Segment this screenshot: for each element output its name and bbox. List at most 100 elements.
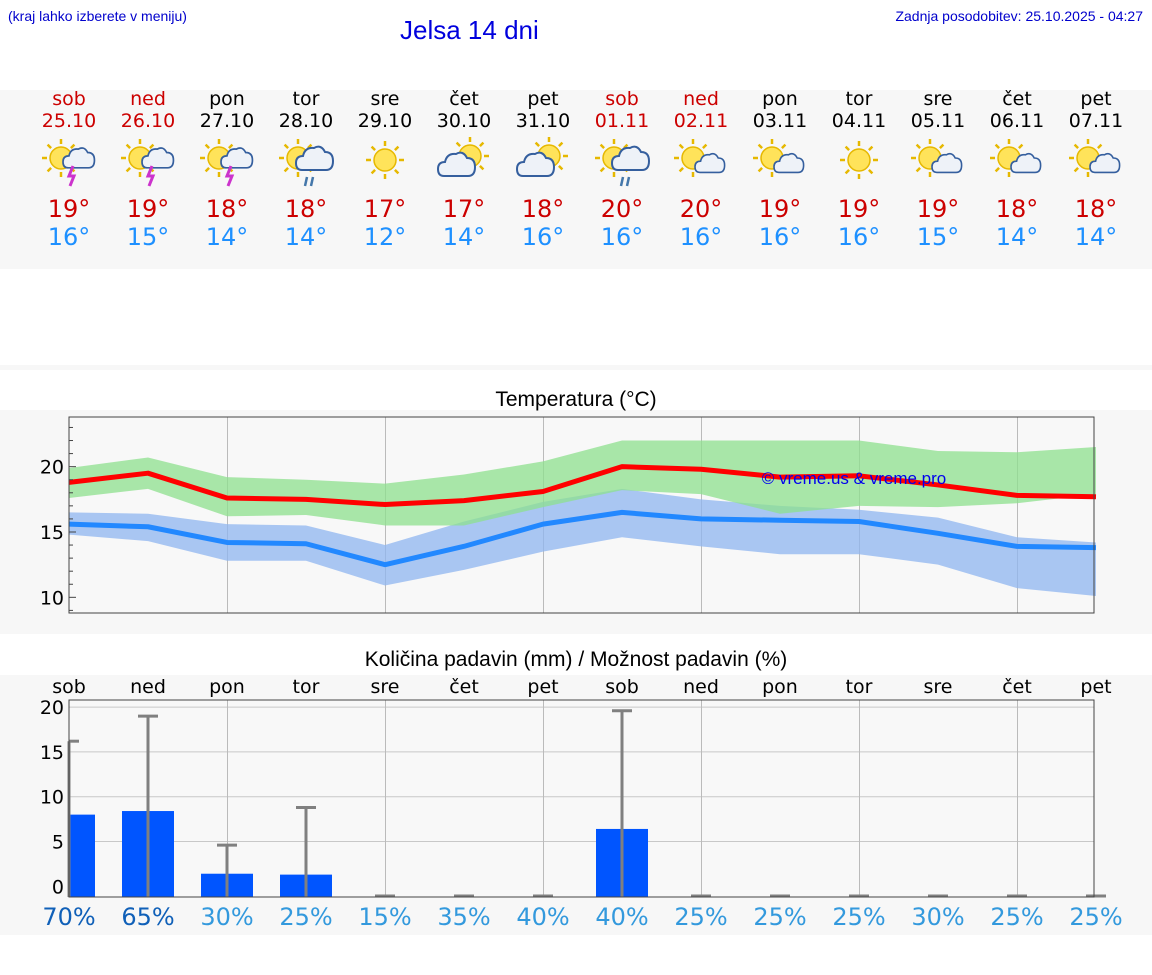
day-date: 01.11: [594, 110, 650, 132]
day-name: ned: [683, 88, 719, 110]
location-menu-hint[interactable]: (kraj lahko izberete v meniju): [8, 8, 187, 24]
temp-max: 17°: [363, 195, 407, 223]
max-range-band: [69, 440, 1096, 526]
precip-day-label: pon: [209, 676, 245, 698]
last-update: Zadnja posodobitev: 25.10.2025 - 04:27: [895, 8, 1143, 24]
temp-min: 14°: [284, 223, 328, 251]
temperature-chart-title: Temperatura (°C): [495, 388, 657, 411]
forecast-day: ned 02.11 20° 16°: [662, 88, 741, 251]
forecast-day: pet 07.11 18° 14°: [1057, 88, 1136, 251]
temp-max: 17°: [442, 195, 486, 223]
day-name: čet: [449, 88, 479, 110]
temp-max: 19°: [837, 195, 881, 223]
precip-day-label: ned: [130, 676, 166, 698]
day-date: 27.10: [199, 110, 255, 132]
precip-probability: 25%: [753, 903, 807, 931]
day-name: ned: [130, 88, 166, 110]
precip-day-label: ned: [683, 676, 719, 698]
temp-y-tick-label: 20: [40, 457, 64, 479]
min-range-band: [69, 488, 1096, 597]
forecast-day: tor 04.11 19° 16°: [820, 88, 899, 251]
day-date: 30.10: [436, 110, 492, 132]
page-title: Jelsa 14 dni: [400, 15, 539, 45]
min-temp-line: [68, 509, 1097, 568]
temp-min: 16°: [758, 223, 802, 251]
temp-max: 19°: [916, 195, 960, 223]
temp-min: 12°: [363, 223, 407, 251]
sun-icon: [840, 141, 878, 179]
temp-min: 14°: [442, 223, 486, 251]
precip-bar: [69, 814, 95, 897]
temp-min: 16°: [521, 223, 565, 251]
precip-day-label: pet: [1080, 676, 1111, 698]
temp-max: 18°: [1074, 195, 1118, 223]
day-name: sob: [52, 88, 86, 110]
precip-day-label: čet: [449, 676, 479, 698]
precip-probability: 25%: [1069, 903, 1123, 931]
day-name: pet: [1080, 88, 1112, 110]
temp-min: 15°: [916, 223, 960, 251]
day-date: 04.11: [831, 110, 887, 132]
copyright-watermark: © vreme.us & vreme.pro: [762, 469, 946, 488]
forecast-day: pon 03.11 19° 16°: [741, 88, 820, 251]
precip-probability: 70%: [42, 903, 96, 931]
precip-day-label: sob: [605, 676, 639, 698]
precip-plot-area: [69, 700, 1094, 897]
temp-max: 19°: [47, 195, 91, 223]
precip-probability: 25%: [279, 903, 333, 931]
day-date: 07.11: [1068, 110, 1124, 132]
temp-max: 19°: [758, 195, 802, 223]
precip-probability: 65%: [121, 903, 175, 931]
day-date: 03.11: [752, 110, 808, 132]
divider-strip: [0, 365, 1152, 370]
precip-probability: 25%: [674, 903, 728, 931]
day-name: pon: [209, 88, 245, 110]
temp-min: 16°: [47, 223, 91, 251]
temperature-chart: 10 15 20 © vreme.us & vreme.pro: [40, 416, 1097, 614]
forecast-day: tor 28.10 18° 14°: [267, 88, 346, 251]
day-date: 28.10: [278, 110, 334, 132]
sun-small-cloud-icon: [911, 139, 963, 177]
temp-max: 18°: [995, 195, 1039, 223]
forecast-day: pon 27.10 18° 14°: [188, 88, 267, 251]
temp-max: 18°: [521, 195, 565, 223]
day-date: 29.10: [357, 110, 413, 132]
max-temp-line: [68, 464, 1097, 508]
day-name: tor: [292, 88, 320, 110]
temp-plot-frame: [68, 416, 1095, 614]
day-date: 06.11: [989, 110, 1045, 132]
day-date: 26.10: [120, 110, 176, 132]
temp-y-tick-label: 10: [40, 587, 64, 609]
precip-y-tick-label: 20: [40, 697, 64, 719]
sun-icon: [366, 141, 404, 179]
forecast-day: čet 30.10 17° 14°: [425, 88, 504, 251]
precip-day-label: sre: [371, 676, 400, 698]
day-name: sre: [370, 88, 400, 110]
sun-cloud-thunder-icon: [200, 139, 254, 187]
precip-day-label: pon: [762, 676, 798, 698]
temp-y-tick-label: 15: [40, 522, 64, 544]
forecast-day: sob 01.11 20° 16°: [583, 88, 662, 251]
day-name: sob: [605, 88, 639, 110]
day-name: pon: [762, 88, 798, 110]
precip-plot-frame: [68, 699, 1095, 898]
forecast-day: sre 05.11 19° 15°: [899, 88, 978, 251]
precip-probability: 40%: [516, 903, 570, 931]
day-date: 31.10: [515, 110, 571, 132]
forecast-day: ned 26.10 19° 15°: [109, 88, 188, 251]
day-date: 25.10: [41, 110, 97, 132]
precip-day-label: sre: [924, 676, 953, 698]
temp-min: 15°: [126, 223, 170, 251]
temp-min: 16°: [679, 223, 723, 251]
precip-day-label: sob: [52, 676, 86, 698]
temp-min: 14°: [205, 223, 249, 251]
day-name: čet: [1002, 88, 1032, 110]
cloud-sun-icon: [436, 137, 489, 177]
temp-min: 16°: [837, 223, 881, 251]
temp-max: 20°: [679, 195, 723, 223]
precip-probability: 30%: [911, 903, 965, 931]
temp-min: 14°: [1074, 223, 1118, 251]
sun-small-cloud-icon: [674, 139, 726, 177]
sun-cloud-rain-icon: [279, 139, 335, 187]
